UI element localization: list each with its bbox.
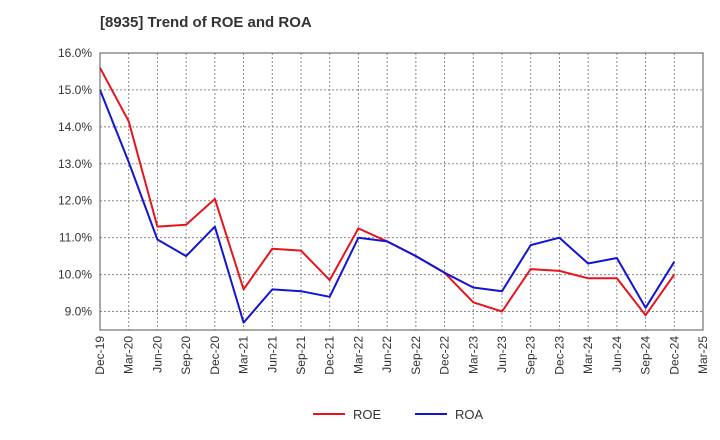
x-tick-label: Mar-20 (122, 336, 136, 374)
y-tick-label: 13.0% (58, 157, 92, 171)
y-tick-label: 14.0% (58, 120, 92, 134)
x-tick-label: Mar-24 (581, 336, 595, 374)
chart-title: [8935] Trend of ROE and ROA (100, 14, 312, 31)
x-tick-label: Mar-23 (466, 336, 480, 374)
x-tick-label: Mar-22 (351, 336, 365, 374)
x-tick-label: Sep-24 (639, 336, 653, 375)
x-tick-label: Mar-25 (696, 336, 710, 374)
y-tick-label: 10.0% (58, 268, 92, 282)
x-tick-label: Dec-20 (208, 336, 222, 375)
x-axis-ticks: Dec-19 Mar-20 Jun-20 Sep-20 Dec-20 Mar-21 Jun-… (93, 336, 710, 375)
x-tick-label: Dec-21 (323, 336, 337, 375)
x-tick-label: Mar-21 (237, 336, 251, 374)
x-tick-label: Sep-20 (179, 336, 193, 375)
y-tick-label: 12.0% (58, 194, 92, 208)
legend-label-roa: ROA (455, 407, 484, 422)
x-tick-label: Jun-20 (150, 336, 164, 373)
x-tick-label: Dec-24 (667, 336, 681, 375)
legend: ROE ROA (313, 407, 484, 422)
x-tick-label: Sep-21 (294, 336, 308, 375)
x-tick-label: Dec-22 (438, 336, 452, 375)
y-tick-label: 15.0% (58, 83, 92, 97)
x-tick-label: Sep-22 (409, 336, 423, 375)
x-tick-label: Jun-21 (265, 336, 279, 373)
x-tick-label: Jun-24 (610, 336, 624, 373)
x-tick-label: Sep-23 (524, 336, 538, 375)
legend-label-roe: ROE (353, 407, 382, 422)
x-tick-label: Dec-23 (552, 336, 566, 375)
grid-lines (100, 52, 703, 330)
y-axis-ticks: 9.0% 10.0% 11.0% 12.0% 13.0% 14.0% 15.0% 16.0% (58, 46, 92, 319)
y-tick-label: 11.0% (59, 231, 92, 245)
x-tick-label: Jun-23 (495, 336, 509, 373)
x-tick-label: Dec-19 (93, 336, 107, 375)
series-line-roa (99, 89, 676, 324)
y-tick-label: 9.0% (65, 305, 93, 319)
series-lines (99, 67, 676, 324)
x-tick-label: Jun-22 (380, 336, 394, 373)
y-tick-label: 16.0% (58, 46, 92, 60)
plot-area-frame (99, 52, 704, 331)
